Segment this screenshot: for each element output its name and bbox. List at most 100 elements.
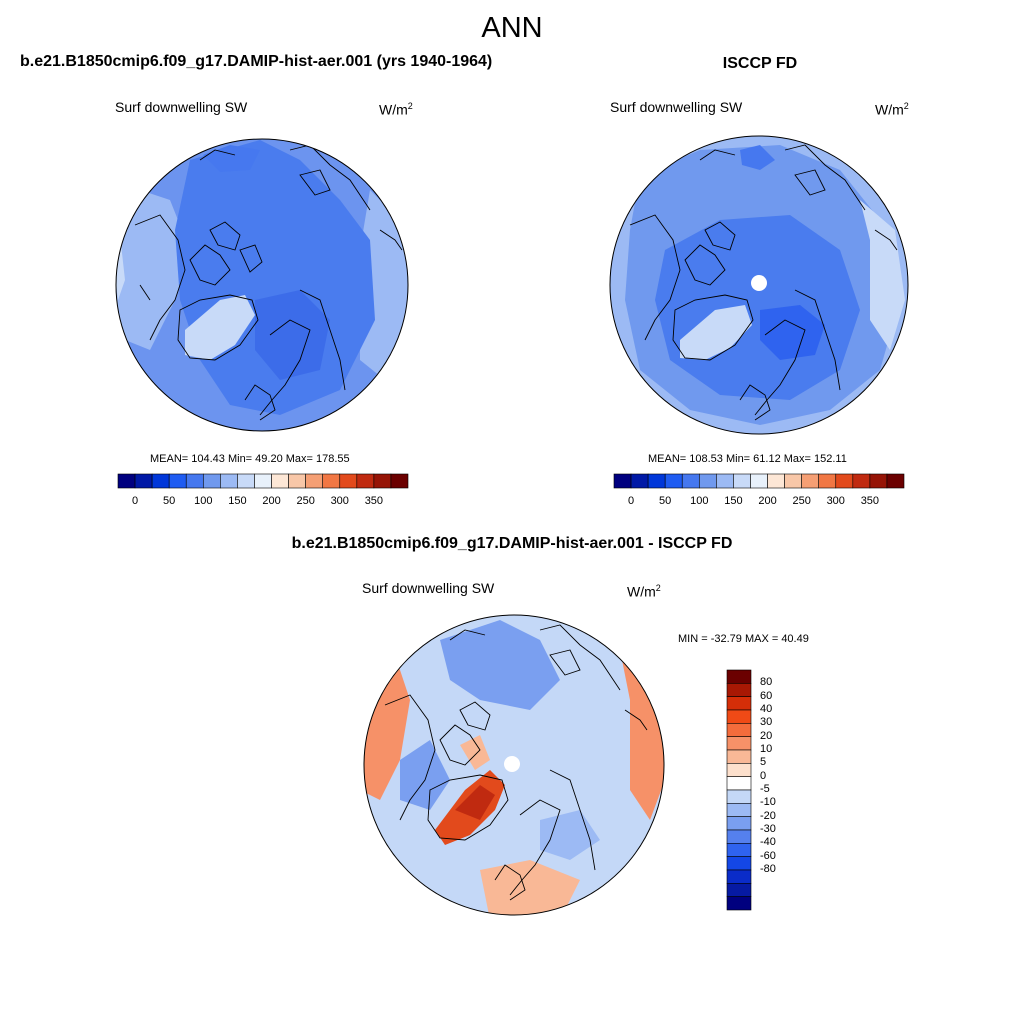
model-stats: MEAN= 104.43 Min= 49.20 Max= 178.55 [150,453,350,465]
model-colorbar-box [356,473,375,489]
obs-colorbar-box [869,473,888,489]
obs-coastlines [629,144,898,421]
obs-variable-label: Surf downwelling SW [610,99,743,115]
model-colorbar-tick-label: 350 [364,495,384,507]
model-greenland-light [185,295,255,360]
obs-colorbar-box [886,473,905,489]
model-colorbar-box [117,473,136,489]
obs-colorbar-box [801,473,820,489]
obs-colorbar-box [630,473,649,489]
diff-colorbar-tick-label: 80 [760,676,773,689]
diff-colorbar-tick-label: -30 [760,823,776,835]
diff-map-border [363,614,665,916]
obs-greenland-light [680,305,752,360]
diff-panel-title: b.e21.B1850cmip6.f09_g17.DAMIP-hist-aer.… [291,535,733,552]
diff-coastlines [384,624,648,901]
model-map-border [115,138,409,432]
obs-colorbar [613,473,905,489]
diff-colorbar-tick-label: 5 [760,756,767,769]
obs-colorbar-box [733,473,751,489]
diff-colorbar-box [726,816,752,831]
obs-colorbar-tick-label: 300 [826,495,845,507]
model-colorbar-box [220,473,238,489]
diff-colorbar-box [726,829,752,844]
model-colorbar-box [305,473,324,489]
diff-colorbar-box [726,843,752,857]
diff-colorbar-box [726,696,752,711]
model-panel-title: b.e21.B1850cmip6.f09_g17.DAMIP-hist-aer.… [20,53,493,70]
obs-colorbar-box [664,473,683,489]
diff-colorbar-box [726,723,752,737]
diff-colorbar-box [726,803,752,817]
diff-colorbar-box [726,896,752,911]
obs-colorbar-box [613,473,632,489]
model-colorbar [117,473,409,489]
model-colorbar-tick-label: 100 [194,495,213,507]
diff-colorbar-tick-label: 10 [760,743,773,755]
diff-stats: MIN = -32.79 MAX = 40.49 [678,633,809,645]
model-field-darkest [255,290,330,380]
diff-colorbar-tick-label: -20 [760,809,776,822]
model-colorbar-tick-label: 250 [296,495,315,507]
model-colorbar-box [322,473,341,489]
model-colorbar-box [373,473,392,489]
model-coastlines [134,144,403,421]
obs-units-label: W/m2 [875,101,909,118]
diff-colorbar-box [726,669,752,684]
obs-colorbar-box [852,473,871,489]
season-title: ANN [481,12,543,44]
model-colorbar-box [271,473,289,489]
diff-colorbar [726,669,752,911]
obs-colorbar-box [647,473,666,489]
model-variable-label: Surf downwelling SW [115,99,248,115]
model-colorbar-tick-label: 200 [262,495,281,507]
diff-variable-label: Surf downwelling SW [362,580,495,596]
obs-colorbar-tick-label: 0 [627,495,635,507]
model-colorbar-box [288,473,306,489]
diff-colorbar-tick-label: -80 [760,863,776,875]
diff-units-label: W/m2 [627,583,661,600]
diff-pole-hole [504,756,520,772]
diff-field-cool-north [440,620,560,710]
obs-polar-map [609,135,909,435]
model-colorbar-box [237,473,255,489]
obs-colorbar-box [835,473,854,489]
obs-field-darkest [760,305,825,360]
obs-colorbar-box [767,473,785,489]
model-colorbar-box [202,473,221,489]
diff-colorbar-box [726,776,752,791]
obs-colorbar-tick-label: 350 [860,495,880,507]
diff-colorbar-box [726,869,752,884]
obs-colorbar-box [784,473,802,489]
obs-colorbar-box [750,473,768,489]
obs-stats: MEAN= 108.53 Min= 61.12 Max= 152.11 [648,453,847,465]
model-colorbar-tick-label: 0 [131,495,139,507]
obs-pole-hole [751,275,767,291]
diff-colorbar-box [726,709,752,724]
model-colorbar-tick-label: 300 [330,495,349,507]
obs-colorbar-tick-label: 200 [758,495,777,507]
obs-colorbar-tick-label: 50 [659,495,672,507]
diff-colorbar-tick-label: -60 [760,849,776,862]
diff-colorbar-box [726,749,752,764]
obs-colorbar-box [698,473,717,489]
diff-colorbar-tick-label: -10 [760,796,776,809]
model-colorbar-box [339,473,358,489]
model-colorbar-box [390,473,409,489]
diff-colorbar-tick-label: 30 [760,716,773,729]
model-units-label: W/m2 [379,101,413,118]
diff-colorbar-box [726,789,752,804]
model-colorbar-tick-label: 50 [163,495,176,507]
diff-colorbar-box [726,883,752,897]
diff-colorbar-tick-label: 0 [760,769,767,782]
model-polar-map [115,138,409,432]
obs-colorbar-tick-label: 150 [724,495,743,507]
model-colorbar-box [185,473,204,489]
diff-field-warm-south [480,860,580,915]
obs-colorbar-tick-label: 250 [792,495,811,507]
diff-polar-map [363,614,665,916]
diff-colorbar-tick-label: 60 [760,689,773,702]
model-colorbar-box [134,473,153,489]
diff-colorbar-box [726,763,752,777]
